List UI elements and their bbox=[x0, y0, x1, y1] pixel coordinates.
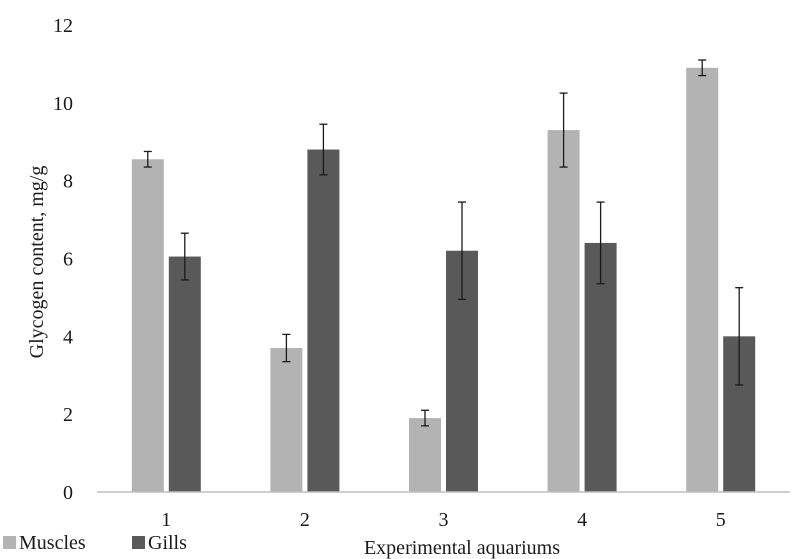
error-bar-muscles-3 bbox=[421, 409, 429, 427]
y-tick-label: 10 bbox=[53, 93, 73, 115]
error-bar-gills-4 bbox=[596, 201, 605, 285]
x-axis-title: Experimental aquariums bbox=[364, 537, 560, 559]
error-bar-gills-1 bbox=[180, 232, 189, 281]
bars-layer bbox=[131, 67, 756, 493]
legend-swatch-gills bbox=[132, 536, 145, 549]
bar-muscles-1 bbox=[131, 159, 164, 492]
y-tick-label: 12 bbox=[53, 15, 73, 37]
y-tick-label: 0 bbox=[63, 482, 73, 504]
error-bar-muscles-1 bbox=[143, 150, 152, 168]
error-bar-gills-5 bbox=[735, 287, 744, 386]
error-bar-gills-3 bbox=[458, 201, 466, 301]
x-tick-labels: 1 2 3 4 5 bbox=[161, 509, 725, 531]
y-tick-label: 4 bbox=[63, 326, 73, 348]
bar-gills-1 bbox=[168, 256, 201, 492]
bar-muscles-2 bbox=[270, 348, 303, 492]
bar-muscles-4 bbox=[547, 130, 580, 492]
bar-gills-2 bbox=[307, 149, 340, 493]
error-bar-muscles-2 bbox=[282, 333, 291, 363]
legend-label-gills: Gills bbox=[148, 532, 187, 554]
y-tick-label: 6 bbox=[63, 249, 73, 271]
error-bar-gills-2 bbox=[319, 123, 328, 176]
x-tick-label: 1 bbox=[161, 509, 171, 531]
y-tick-labels: 0 2 4 6 8 10 12 bbox=[53, 15, 73, 504]
error-bar-muscles-4 bbox=[559, 92, 568, 168]
x-tick-label: 3 bbox=[439, 509, 449, 531]
y-tick-label: 8 bbox=[63, 171, 73, 193]
legend-swatch-muscles bbox=[3, 536, 16, 549]
x-tick-label: 5 bbox=[716, 509, 726, 531]
legend: Muscles Gills bbox=[3, 532, 187, 554]
x-tick-label: 2 bbox=[300, 509, 310, 531]
y-axis-title: Glycogen content, mg/g bbox=[26, 166, 48, 359]
bar-muscles-3 bbox=[409, 418, 441, 492]
error-bar-muscles-5 bbox=[698, 59, 707, 77]
legend-label-muscles: Muscles bbox=[19, 532, 86, 554]
error-bars-layer bbox=[143, 59, 744, 427]
x-tick-label: 4 bbox=[577, 509, 587, 531]
bar-muscles-5 bbox=[686, 67, 719, 492]
y-tick-label: 2 bbox=[63, 404, 73, 426]
